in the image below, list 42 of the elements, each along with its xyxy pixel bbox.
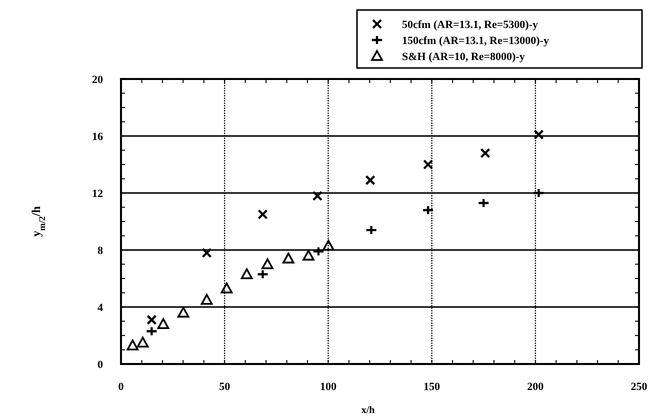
y-tick-label: 16 (92, 130, 104, 143)
point (422, 205, 434, 216)
point (422, 159, 434, 170)
y-tick-label: 20 (92, 74, 104, 86)
point (312, 190, 323, 201)
point (312, 246, 325, 257)
x-tick-label: 100 (320, 381, 337, 393)
x-tick-label: 0 (118, 381, 124, 393)
point (177, 306, 190, 318)
point (202, 248, 212, 258)
y-tick-label: 12 (92, 188, 104, 200)
point (365, 224, 378, 236)
x-axis-title: x/h (361, 405, 376, 416)
point (146, 326, 158, 336)
y-tick-label: 0 (98, 358, 104, 371)
point (478, 198, 490, 208)
point (258, 209, 268, 220)
point (200, 294, 213, 305)
point (240, 268, 253, 280)
x-tick-label: 250 (630, 381, 648, 393)
point (282, 252, 294, 264)
point (136, 336, 149, 348)
x-tick-label: 200 (527, 381, 544, 393)
point (256, 269, 269, 280)
point (532, 188, 545, 198)
x-tick-label: 150 (424, 381, 441, 393)
point (322, 240, 334, 251)
legend-label: S&H (AR=10, Re=8000)-y (402, 50, 526, 63)
point (146, 314, 157, 325)
point (302, 250, 314, 261)
legend-label: 50cfm (AR=13.1, Re=5300)-y (402, 18, 538, 31)
point (220, 282, 233, 294)
x-tick-label: 50 (219, 381, 231, 393)
point (126, 340, 139, 350)
point (480, 148, 490, 158)
legend-label: 150cfm (AR=13.1, Re=13000)-y (402, 34, 550, 47)
y-tick-label: 8 (98, 244, 104, 257)
point (157, 318, 170, 329)
point (534, 129, 544, 140)
point (262, 258, 274, 270)
y-tick-label: 4 (98, 302, 104, 314)
point (365, 175, 376, 186)
